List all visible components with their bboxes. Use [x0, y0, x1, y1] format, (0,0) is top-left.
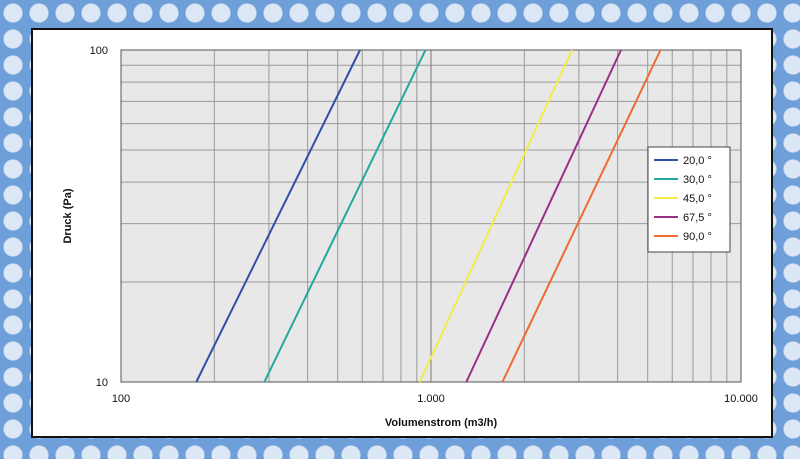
series-line-2 [263, 49, 427, 383]
y-tick-labels: 10 100 [90, 45, 108, 389]
x-tick-label: 10.000 [724, 393, 758, 405]
series-line-1 [195, 49, 361, 383]
legend-label: 45,0 ° [683, 193, 712, 205]
legend-label: 20,0 ° [683, 155, 712, 167]
series-line-4 [465, 49, 622, 383]
x-tick-label: 1.000 [417, 393, 445, 405]
x-tick-labels: 100 1.000 10.000 [112, 393, 758, 405]
y-tick-label: 100 [90, 45, 108, 57]
plot-frame [120, 49, 742, 383]
x-tick-label: 100 [112, 393, 130, 405]
legend-label: 67,5 ° [683, 212, 712, 224]
series-line-5 [501, 49, 662, 383]
series-line-3 [418, 49, 573, 383]
legend-box [647, 146, 731, 253]
y-axis-title: Druck (Pa) [62, 188, 74, 243]
legend-label: 30,0 ° [683, 174, 712, 186]
series-lines [195, 49, 662, 383]
y-tick-label: 10 [96, 377, 108, 389]
x-axis-title: Volumenstrom (m3/h) [385, 417, 498, 429]
legend: 20,0 ° 30,0 ° 45,0 ° 67,5 ° 90,0 ° [647, 146, 731, 253]
legend-label: 90,0 ° [683, 231, 712, 243]
